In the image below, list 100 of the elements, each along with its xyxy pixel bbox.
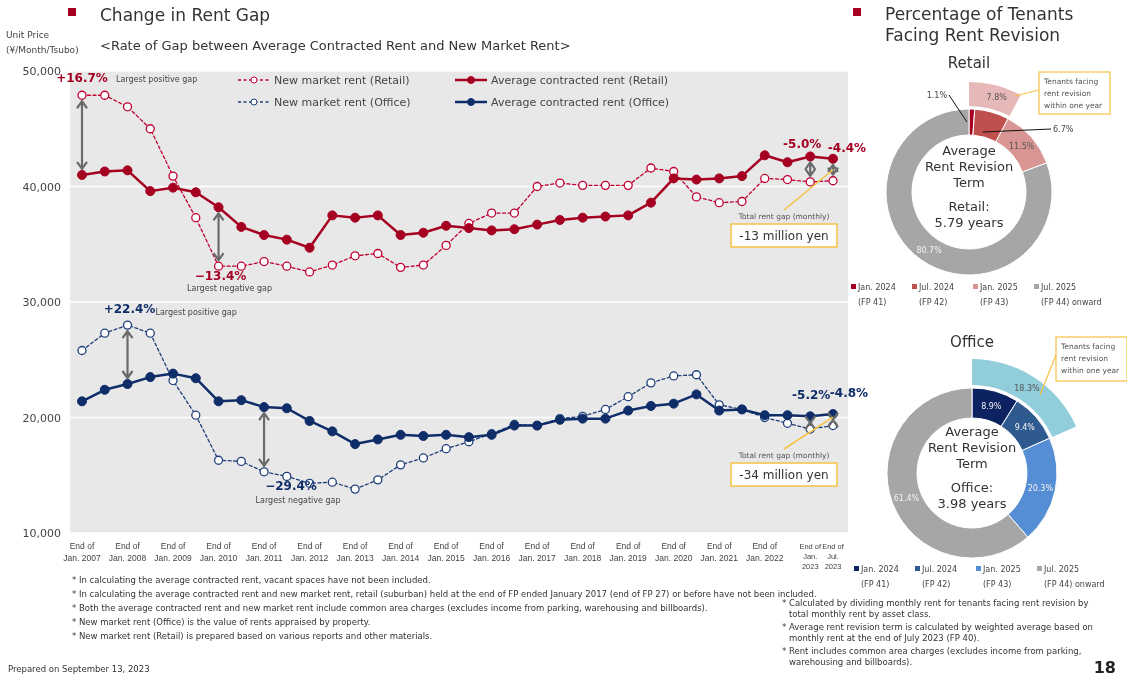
point — [555, 178, 565, 188]
point — [122, 165, 133, 176]
point — [304, 415, 315, 426]
data-label: 18.3% — [1014, 384, 1041, 394]
point — [145, 124, 155, 134]
annotation: -34 million yen — [739, 468, 829, 482]
text: * Rent includes common area charges (excludes income from parking, warehousing and billboards). — [782, 646, 1082, 667]
point — [213, 202, 224, 213]
point — [395, 429, 406, 440]
chart-subtitle: <Rate of Gap between Average Contracted Rent and New Market Rent> — [100, 38, 571, 53]
point — [578, 180, 588, 190]
point — [145, 186, 156, 197]
point — [100, 328, 110, 338]
annotation: -13 million yen — [739, 229, 829, 243]
point — [168, 182, 179, 193]
annotation: −29.4% — [265, 479, 317, 494]
point — [805, 151, 816, 162]
point — [350, 212, 361, 223]
point — [509, 224, 520, 235]
point — [213, 396, 224, 407]
point — [441, 240, 451, 251]
point — [623, 392, 633, 402]
point — [691, 174, 702, 185]
point — [532, 181, 542, 192]
point — [441, 220, 452, 231]
x-tick-label: End of Jan. 2007 — [63, 541, 101, 563]
point — [714, 405, 725, 416]
point — [327, 210, 338, 221]
point — [691, 192, 702, 202]
point — [828, 153, 838, 164]
donut-slice — [885, 108, 1053, 276]
point — [327, 426, 338, 437]
data-label: 20.3% — [1027, 484, 1054, 494]
legend-label: Jan. 2025 (FP 43) — [979, 283, 1018, 307]
y-tick-label: 20,000 — [22, 411, 61, 425]
point — [463, 223, 474, 234]
chart-title: Office — [950, 333, 994, 351]
annotation: -5.2% — [792, 388, 831, 403]
legend-label: Jul. 2024 (FP 42) — [921, 565, 958, 589]
point — [669, 371, 679, 381]
chart-title: Percentage of Tenants Facing Rent Revision — [885, 4, 1074, 45]
point — [418, 453, 429, 463]
x-tick-label: End of Jan. 2021 — [700, 541, 739, 563]
annotation: Largest positive gap — [116, 75, 198, 85]
point — [760, 173, 770, 184]
text: * Both the average contracted rent and new market rent include common area charges (excludes income from parking, warehousing and billboards). — [72, 603, 708, 613]
data-label: 7.8% — [986, 92, 1008, 102]
legend-label: New market rent (Office) — [274, 96, 411, 109]
legend-label: Jul. 2025 (FP 44) onward — [1040, 283, 1102, 307]
y-axis-title: Unit Price (¥/Month/Tsubo) — [6, 30, 79, 55]
point — [259, 467, 269, 477]
point — [600, 211, 611, 222]
x-tick-label: End of Jan. 2020 — [655, 541, 693, 563]
point — [99, 384, 110, 395]
point — [190, 187, 201, 198]
point — [236, 261, 246, 271]
legend-label: Jan. 2025 (FP 43) — [982, 565, 1021, 589]
point — [645, 197, 656, 208]
point — [122, 320, 133, 330]
data-label: 9.4% — [1014, 423, 1036, 433]
legend-label: Jan. 2024 (FP 41) — [857, 283, 896, 307]
point — [714, 173, 725, 184]
point — [509, 208, 520, 218]
legend-label: New market rent (Retail) — [274, 74, 410, 87]
text: * In calculating the average contracted rent and new market rent, retail (suburban) held at the end of FP ended January 2017 (end of FP 27) or before have not been included. — [72, 589, 817, 599]
text: * In calculating the average contracted rent, vacant spaces have not been included. — [72, 575, 431, 585]
point — [577, 212, 588, 223]
point — [828, 176, 838, 186]
point — [486, 208, 497, 218]
point — [236, 395, 247, 406]
point — [441, 429, 452, 440]
chart-title: Change in Rent Gap — [100, 5, 271, 25]
point — [782, 157, 793, 168]
annotation: Largest negative gap — [187, 284, 273, 294]
point — [600, 413, 611, 424]
point — [623, 210, 634, 221]
point — [759, 150, 770, 161]
point — [350, 251, 360, 261]
point — [395, 262, 406, 272]
data-label: 11.5% — [1008, 141, 1035, 151]
legend-label: Jan. 2024 (FP 41) — [860, 565, 899, 589]
x-tick-label: End of Jan. 2015 — [427, 541, 466, 563]
point — [486, 225, 497, 236]
point — [191, 213, 201, 223]
point — [736, 171, 747, 182]
point — [304, 267, 315, 277]
x-tick-label: End of Jan. 2016 — [472, 541, 511, 563]
annotation: Largest positive gap — [155, 308, 237, 318]
text: * New market rent (Office) is the value of rents appraised by property. — [72, 617, 371, 627]
point — [554, 215, 565, 225]
point — [532, 219, 543, 230]
point — [282, 261, 292, 271]
point — [737, 196, 747, 207]
data-label: 8.9% — [981, 401, 1002, 411]
point — [646, 378, 656, 388]
point — [646, 163, 656, 173]
annotation: +22.4% — [103, 302, 156, 317]
point — [691, 389, 702, 400]
point — [691, 370, 702, 380]
annotation: -4.8% — [829, 386, 869, 401]
